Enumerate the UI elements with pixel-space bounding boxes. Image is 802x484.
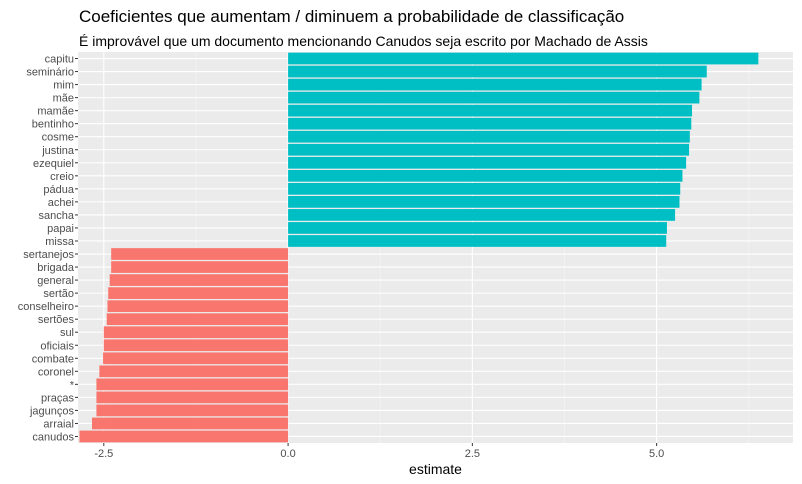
bar-general	[109, 274, 289, 286]
bar-*	[96, 378, 289, 391]
bar-sertões	[106, 313, 289, 326]
bar-papai	[288, 222, 667, 234]
chart-subtitle: É improvável que um documento mencionand…	[79, 33, 648, 49]
y-tick-label: missa	[45, 236, 75, 248]
bar-justina	[288, 143, 690, 156]
x-tick-label: 0.0	[280, 448, 295, 460]
x-tick-label: 5.0	[649, 448, 664, 460]
y-tick-label: sancha	[39, 210, 75, 222]
y-tick-label: achei	[48, 197, 74, 209]
y-tick-label: mãe	[53, 93, 74, 105]
bar-missa	[288, 235, 667, 247]
y-tick-label: seminário	[26, 67, 74, 79]
y-axis-labels: capitusemináriomimmãemamãebentinhocosmej…	[18, 54, 78, 443]
y-tick-label: sul	[60, 327, 74, 339]
bar-coronel	[99, 365, 289, 378]
y-tick-label: combate	[32, 353, 74, 365]
plot-panel	[78, 52, 793, 443]
bar-seminário	[288, 65, 707, 78]
y-tick-label: ezequiel	[33, 158, 74, 170]
y-tick-label: bentinho	[32, 119, 74, 131]
bar-creio	[288, 169, 683, 182]
bar-mim	[288, 78, 702, 91]
bars	[79, 52, 759, 443]
bar-sertão	[108, 287, 289, 299]
bar-jagunços	[96, 404, 289, 417]
bar-canudos	[79, 430, 289, 443]
x-tick-label: 2.5	[465, 448, 480, 460]
y-tick-label: sertanejos	[23, 249, 74, 261]
bar-ezequiel	[288, 156, 687, 169]
y-tick-label: brigada	[37, 262, 75, 274]
y-tick-label: mamãe	[37, 106, 74, 118]
bar-mamãe	[288, 104, 693, 117]
y-tick-label: mim	[53, 80, 74, 92]
y-tick-label: cosme	[42, 132, 74, 144]
y-tick-label: *	[70, 379, 75, 391]
y-tick-label: canudos	[32, 431, 74, 443]
bar-capitu	[288, 52, 759, 65]
y-tick-label: creio	[50, 171, 74, 183]
bar-praças	[96, 391, 289, 404]
y-tick-label: oficiais	[40, 340, 74, 352]
y-tick-label: arraial	[43, 418, 74, 430]
y-tick-label: sertão	[43, 288, 74, 300]
bar-mãe	[288, 91, 700, 104]
bar-brigada	[111, 261, 289, 273]
chart-title: Coeficientes que aumentam / diminuem a p…	[79, 7, 625, 26]
x-axis-labels: -2.5 0.0 2.5 5.0	[94, 443, 664, 460]
y-tick-label: general	[37, 275, 74, 287]
y-tick-label: sertões	[38, 314, 75, 326]
x-axis-title: estimate	[409, 461, 462, 477]
bar-achei	[288, 196, 680, 208]
bar-cosme	[288, 130, 690, 143]
bar-sul	[103, 326, 289, 339]
y-tick-label: pádua	[43, 184, 74, 196]
x-tick-label: -2.5	[94, 448, 113, 460]
y-tick-label: justina	[41, 145, 75, 157]
y-tick-label: coronel	[38, 366, 74, 378]
bar-sancha	[288, 209, 676, 221]
bar-pádua	[288, 182, 681, 195]
bar-sertanejos	[111, 248, 289, 260]
bar-conselheiro	[107, 300, 289, 313]
y-tick-label: jagunços	[29, 405, 75, 417]
y-tick-label: papai	[47, 223, 74, 235]
y-tick-label: conselheiro	[18, 301, 74, 313]
bar-arraial	[92, 417, 289, 430]
bar-combate	[103, 352, 289, 365]
y-tick-label: capitu	[45, 54, 74, 66]
bar-oficiais	[103, 339, 289, 352]
bar-bentinho	[288, 117, 692, 130]
y-tick-label: praças	[41, 392, 75, 404]
